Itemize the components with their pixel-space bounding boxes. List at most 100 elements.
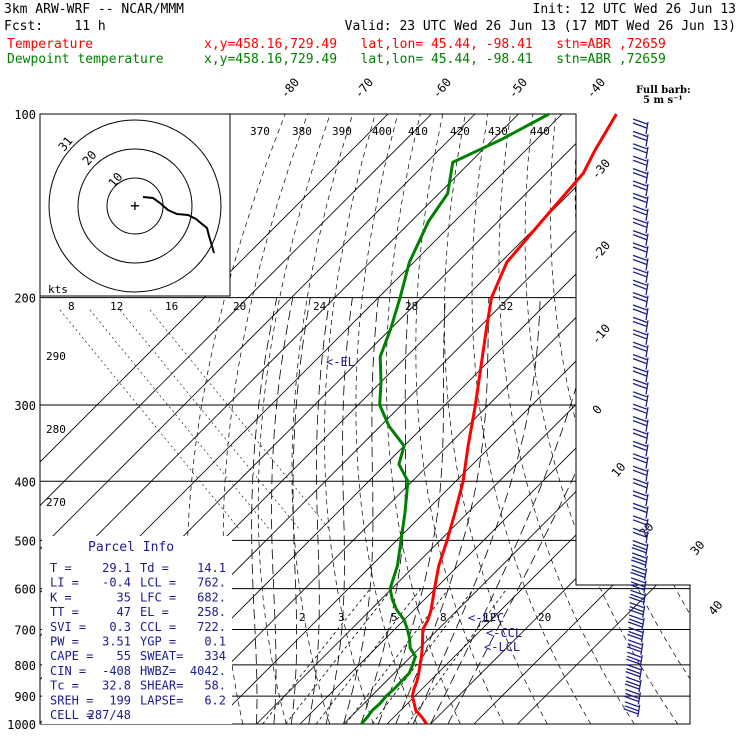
dry-adiabat xyxy=(574,114,690,724)
dry-adiabat xyxy=(598,114,690,724)
wind-barb-flag xyxy=(631,568,646,576)
wind-barb-flag xyxy=(632,490,648,497)
left-theta-label-270: 270 xyxy=(46,496,66,509)
theta-label-370: 370 xyxy=(250,125,270,138)
parcel-row-label: TT = xyxy=(50,605,79,619)
forecast-hour: Fcst: 11 h xyxy=(4,19,106,34)
mixing-ratio-label-12: 12 xyxy=(483,611,496,624)
parcel-row-label-2: LFC = xyxy=(140,590,176,604)
parcel-row-value: 32.8 xyxy=(102,679,131,693)
left-theta-labels: 290 280 270 xyxy=(46,350,66,509)
wind-barb-staff xyxy=(645,493,649,507)
wind-barb-flag xyxy=(632,481,647,489)
wind-barb-flag xyxy=(632,229,648,237)
dry-adiabat xyxy=(257,114,331,724)
wind-barb-flag xyxy=(632,527,648,534)
kts-label: kts xyxy=(48,283,68,296)
wind-barb-flag xyxy=(632,217,648,224)
wind-barb-staff xyxy=(645,146,649,159)
wind-barb-flag xyxy=(632,515,648,522)
model-title: 3km ARW-WRF -- NCAR/MMM xyxy=(4,2,184,17)
parcel-row-label: SREH = xyxy=(50,693,93,707)
wind-barb-flag xyxy=(630,589,645,596)
wind-barb-staff xyxy=(645,196,649,209)
wind-barb-flag xyxy=(628,614,644,621)
parcel-row-label-2: HWBZ= xyxy=(140,664,176,678)
wind-barb-staff xyxy=(645,369,649,383)
wind-barb-flag xyxy=(627,655,641,662)
wind-barb-flag xyxy=(632,370,647,377)
wind-barb-flag xyxy=(628,626,643,634)
wind-barb-staff xyxy=(637,704,641,717)
hodograph-inset: + 10 20 31 xyxy=(39,113,231,297)
wind-barb-flag xyxy=(632,209,647,216)
parcel-row-value: 0.3 xyxy=(109,620,131,634)
wind-barb-flag xyxy=(632,283,647,290)
hodograph-frame xyxy=(39,113,231,297)
dry-adiabat xyxy=(471,114,592,724)
wind-barb-flag xyxy=(632,419,647,427)
speed-label-24: 24 xyxy=(313,300,327,313)
wind-barb-staff xyxy=(645,481,649,494)
parcel-row-label: SVI = xyxy=(50,620,86,634)
wind-barb-staff xyxy=(645,444,649,457)
plot-frame xyxy=(39,113,691,725)
wind-barb-flag xyxy=(632,143,648,150)
parcel-row-label: T = xyxy=(50,561,72,575)
temp-label--60: -60 xyxy=(430,75,455,101)
moist-adiabat xyxy=(290,297,311,724)
pressure-axis-labels: 100 200 300 400 500 600 700 800 900 1000 xyxy=(7,108,36,732)
wind-barb-flag xyxy=(630,581,645,588)
parcel-row-value: -408 xyxy=(102,664,131,678)
parcel-info-title: Parcel Info xyxy=(88,540,174,555)
parcel-row-value-2: 0.1 xyxy=(204,635,226,649)
parcel-row-value: 3.51 xyxy=(102,635,131,649)
hodograph-ring-30 xyxy=(48,119,222,293)
wind-barb-flag xyxy=(628,608,643,616)
mixing-ratio-labels: 2 3 5 8 12 20 xyxy=(299,611,551,624)
wind-barb-staff xyxy=(645,518,649,531)
wind-barb-flag xyxy=(629,584,645,591)
wind-barb-flag xyxy=(632,320,647,328)
wind-barb-flag xyxy=(632,465,648,472)
wind-barb-flag xyxy=(632,271,647,278)
wind-barb-flag xyxy=(632,171,647,179)
theta-labels: 370 380 390 400 410 420 430 440 xyxy=(250,125,550,138)
dry-adiabat xyxy=(645,114,690,724)
wind-barb-staff xyxy=(640,642,644,655)
wind-barb-flag xyxy=(627,651,642,658)
barb-legend-title: Full barb: xyxy=(636,85,691,96)
parcel-row-value-2: 722. xyxy=(197,620,226,634)
temp-label--30: -30 xyxy=(589,156,614,182)
wind-barb-flag xyxy=(632,432,647,439)
wind-barb-staff xyxy=(645,506,649,519)
mixing-ratio-label-2: 2 xyxy=(299,611,306,624)
moist-adiabat xyxy=(447,297,649,724)
wind-barb-flag xyxy=(628,630,643,638)
wind-barb-staff xyxy=(645,270,649,283)
wind-barb-flag xyxy=(632,395,647,402)
temp-label-0: 0 xyxy=(590,402,605,417)
wind-barb-flag xyxy=(632,291,648,299)
speed-label-32: 32 xyxy=(500,300,513,313)
mixing-ratio-line xyxy=(315,588,422,724)
wind-barb-staff xyxy=(645,221,649,234)
wind-barb-flag xyxy=(632,221,647,228)
moist-adiabat xyxy=(271,297,294,724)
wind-barb-staff xyxy=(639,655,643,668)
dry-adiabat xyxy=(386,114,461,724)
parcel-row-label-2: LCL = xyxy=(140,576,176,590)
init-time: Init: 12 UTC Wed 26 Jun 13 xyxy=(533,2,737,17)
parcel-row-label: LI = xyxy=(50,576,79,590)
parcel-row-value-2: 334 xyxy=(204,649,226,663)
lcl-annotation: <-LCL xyxy=(484,640,520,654)
wind-barb-flag xyxy=(632,147,647,154)
parcel-row-value-2: 258. xyxy=(197,605,226,619)
isotherm-line xyxy=(256,114,690,724)
wind-barb-flag xyxy=(632,341,648,348)
parcel-row-value-2: 14.1 xyxy=(197,561,226,575)
hodograph-trace xyxy=(142,196,215,254)
wind-barb-flag xyxy=(631,556,646,563)
wind-barb-flag xyxy=(632,233,647,241)
wind-barb-staff xyxy=(645,357,649,370)
